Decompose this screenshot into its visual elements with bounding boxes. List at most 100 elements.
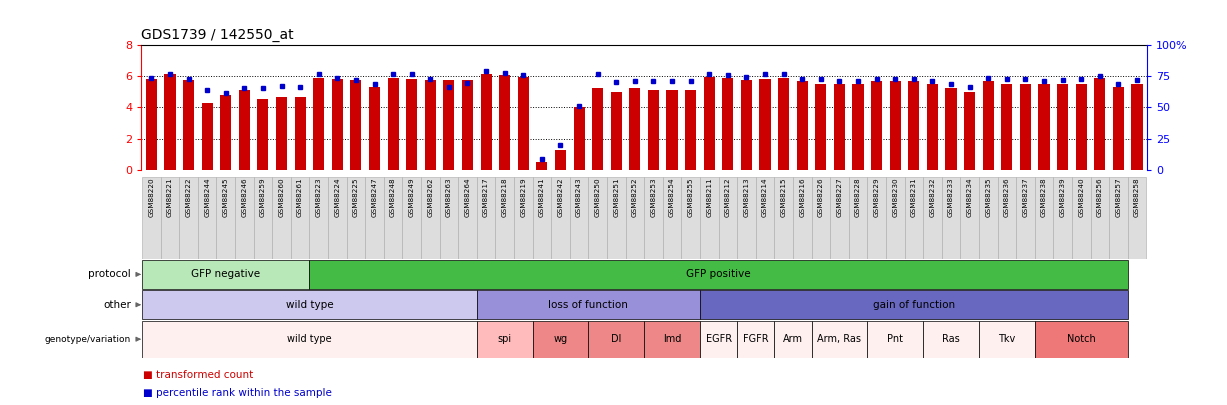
Bar [1034, 177, 1053, 259]
Text: GFP negative: GFP negative [191, 269, 260, 279]
Bar [569, 177, 589, 259]
Bar [834, 84, 845, 170]
Text: GSM88250: GSM88250 [595, 177, 601, 217]
Bar [309, 177, 328, 259]
Bar [351, 80, 362, 170]
Bar [1038, 84, 1049, 170]
Bar [1109, 177, 1128, 259]
Text: GSM88221: GSM88221 [167, 177, 173, 217]
Bar [589, 321, 644, 358]
Bar [477, 290, 699, 319]
Bar [142, 260, 309, 289]
Bar [867, 321, 923, 358]
Bar [648, 90, 659, 170]
Bar [313, 77, 324, 170]
Bar [685, 90, 696, 170]
Bar [923, 177, 942, 259]
Text: GSM88252: GSM88252 [632, 177, 638, 217]
Text: GSM88243: GSM88243 [577, 177, 582, 217]
Text: protocol: protocol [88, 269, 131, 279]
Bar [142, 177, 161, 259]
Bar [886, 177, 904, 259]
Text: GSM88254: GSM88254 [669, 177, 675, 217]
Text: GSM88213: GSM88213 [744, 177, 750, 217]
Bar [793, 177, 811, 259]
Bar [756, 177, 774, 259]
Bar [629, 88, 640, 170]
Bar [626, 177, 644, 259]
Bar [737, 177, 756, 259]
Bar [815, 84, 827, 170]
Bar [983, 81, 994, 170]
Bar [1094, 78, 1106, 170]
Text: GSM88245: GSM88245 [223, 177, 228, 217]
Bar [294, 97, 306, 170]
Bar [699, 177, 719, 259]
Bar [496, 177, 514, 259]
Bar [1128, 177, 1146, 259]
Bar [964, 92, 975, 170]
Bar [719, 177, 737, 259]
Bar [923, 321, 979, 358]
Bar [1034, 321, 1128, 358]
Bar [220, 95, 232, 170]
Bar [183, 80, 194, 170]
Bar [439, 177, 458, 259]
Bar [979, 321, 1034, 358]
Text: Arm: Arm [783, 334, 802, 344]
Text: GSM88240: GSM88240 [1079, 177, 1085, 217]
Text: GFP positive: GFP positive [686, 269, 751, 279]
Text: lmd: lmd [663, 334, 681, 344]
Text: GSM88246: GSM88246 [242, 177, 248, 217]
Text: GSM88251: GSM88251 [614, 177, 620, 217]
Bar [481, 75, 492, 170]
Bar [254, 177, 272, 259]
Bar [831, 177, 849, 259]
Bar [551, 177, 569, 259]
Bar [236, 177, 254, 259]
Bar [607, 177, 626, 259]
Bar [536, 162, 547, 170]
Text: GSM88214: GSM88214 [762, 177, 768, 217]
Bar [1131, 84, 1142, 170]
Bar [421, 177, 439, 259]
Text: GSM88259: GSM88259 [260, 177, 266, 217]
Bar [499, 75, 510, 170]
Bar [1072, 177, 1091, 259]
Bar [276, 97, 287, 170]
Text: GSM88256: GSM88256 [1097, 177, 1103, 217]
Bar [555, 150, 566, 170]
Bar [778, 78, 789, 170]
Bar [1016, 177, 1034, 259]
Bar [1091, 177, 1109, 259]
Bar [291, 177, 309, 259]
Bar [853, 84, 864, 170]
Text: wg: wg [553, 334, 568, 344]
Bar [388, 77, 399, 170]
Text: Pnt: Pnt [887, 334, 903, 344]
Text: spi: spi [498, 334, 512, 344]
Bar [942, 177, 961, 259]
Bar [593, 88, 604, 170]
Bar [741, 80, 752, 170]
Bar [666, 90, 677, 170]
Text: GSM88253: GSM88253 [650, 177, 656, 217]
Bar [477, 321, 533, 358]
Text: Dl: Dl [611, 334, 621, 344]
Bar [1113, 87, 1124, 170]
Text: GSM88232: GSM88232 [929, 177, 935, 217]
Text: GSM88218: GSM88218 [502, 177, 508, 217]
Bar [573, 107, 584, 170]
Text: GSM88211: GSM88211 [707, 177, 712, 217]
Bar [216, 177, 236, 259]
Text: GSM88258: GSM88258 [1134, 177, 1140, 217]
Bar [458, 177, 477, 259]
Bar [198, 177, 216, 259]
Text: GSM88227: GSM88227 [837, 177, 843, 217]
Text: GSM88260: GSM88260 [279, 177, 285, 217]
Text: loss of function: loss of function [548, 300, 628, 310]
Text: GSM88222: GSM88222 [185, 177, 191, 217]
Bar [146, 79, 157, 170]
Bar [737, 321, 774, 358]
Bar [309, 260, 1128, 289]
